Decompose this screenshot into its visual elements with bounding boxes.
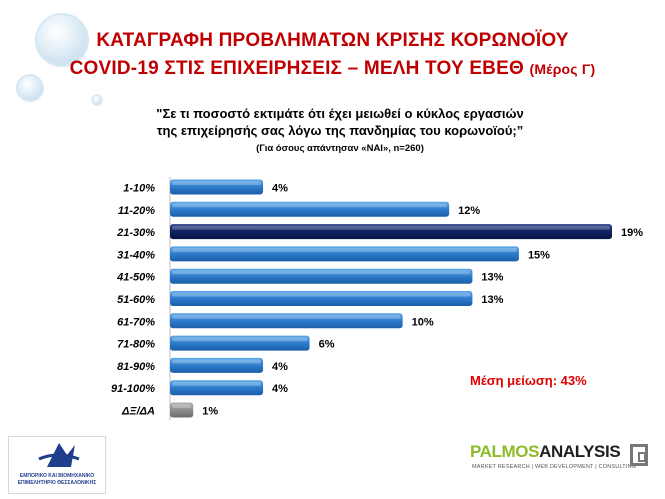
- category-label: ΔΞ/ΔΑ: [121, 406, 155, 418]
- bar-shine: [172, 337, 308, 342]
- page-title-line2-text: COVID-19 ΣΤΙΣ ΕΠΙΧΕΙΡΗΣΕΙΣ – ΜΕΛΗ ΤΟΥ ΕΒ…: [69, 58, 524, 79]
- category-label: 41-50%: [116, 272, 155, 284]
- page-title-part: (Μέρος Γ): [529, 61, 596, 77]
- bar-shine: [172, 225, 610, 230]
- category-label: 71-80%: [117, 339, 155, 351]
- palmos-tagline: MARKET RESEARCH | WEB DEVELOPMENT | CONS…: [472, 464, 637, 470]
- bar: [170, 357, 264, 373]
- data-label: 6%: [319, 339, 335, 351]
- palmos-square-icon: [630, 444, 648, 466]
- bar-shine: [172, 181, 262, 185]
- bar: [170, 402, 194, 418]
- category-label: 61-70%: [117, 316, 155, 328]
- question-line1: "Σε τι ποσοστό εκτιμάτε ότι έχει μειωθεί…: [156, 106, 524, 121]
- bar-shine: [172, 314, 401, 319]
- bar: [170, 335, 310, 351]
- bar-shine: [172, 203, 448, 208]
- bar: [170, 380, 264, 396]
- data-label: 10%: [412, 316, 434, 328]
- data-label: 13%: [481, 294, 503, 306]
- data-label: 13%: [481, 272, 503, 284]
- category-label: 31-40%: [117, 249, 155, 261]
- data-label: 15%: [528, 249, 550, 261]
- category-label: 81-90%: [117, 361, 155, 373]
- category-label: 1-10%: [123, 183, 155, 195]
- bar-shine: [172, 270, 471, 275]
- bar: [170, 179, 264, 195]
- palmos-brand: PALMOSANALYSIS: [470, 442, 621, 462]
- bar-shine: [172, 292, 471, 297]
- question-line2: της επιχείρησής σας λόγω της πανδημίας τ…: [156, 123, 524, 138]
- palmos-brand-part1: PALMOS: [470, 442, 540, 461]
- chamber-logo-text: ΕΜΠΟΡΙΚΟ ΚΑΙ ΒΙΟΜΗΧΑΝΙΚΟ ΕΠΙΜΕΛΗΤΗΡΙΟ ΘΕ…: [17, 473, 97, 486]
- data-label: 4%: [272, 361, 288, 373]
- data-label: 12%: [458, 205, 480, 217]
- bar: [170, 313, 403, 329]
- bar: [170, 201, 450, 217]
- data-label: 4%: [272, 183, 288, 195]
- sample-note: (Για όσους απάντησαν «ΝΑΙ», n=260): [256, 143, 424, 154]
- decorative-bubbles: [16, 13, 103, 106]
- page-title-line1: ΚΑΤΑΓΡΑΦΗ ΠΡΟΒΛΗΜΑΤΩΝ ΚΡΙΣΗΣ ΚΟΡΩΝΟΪΟΥ: [96, 30, 569, 51]
- category-label: 21-30%: [116, 227, 155, 239]
- data-label: 1%: [202, 406, 218, 418]
- bar: [170, 291, 473, 306]
- palmos-square-inner-icon: [638, 452, 646, 462]
- bar-shine: [172, 359, 262, 364]
- bar-shine: [172, 381, 262, 386]
- bars-group: 1-10% 4% 11-20% 12% 21-30% 19% 31-40% 15% 41-50%…: [111, 177, 643, 420]
- chamber-logo: ΕΜΠΟΡΙΚΟ ΚΑΙ ΒΙΟΜΗΧΑΝΙΚΟ ΕΠΙΜΕΛΗΤΗΡΙΟ ΘΕ…: [8, 436, 106, 494]
- category-label: 91-100%: [111, 383, 155, 395]
- bar: [170, 224, 612, 240]
- mean-reduction-label: Μέση μείωση: 43%: [470, 373, 587, 388]
- page-title-line2: COVID-19 ΣΤΙΣ ΕΠΙΧΕΙΡΗΣΕΙΣ – ΜΕΛΗ ΤΟΥ ΕΒ…: [0, 58, 665, 80]
- data-label: 19%: [621, 227, 643, 239]
- bar: [170, 268, 473, 284]
- bar-shine: [172, 247, 517, 252]
- bar: [170, 246, 519, 262]
- category-label: 11-20%: [118, 205, 155, 217]
- chamber-emblem-icon: [38, 443, 80, 467]
- data-label: 4%: [272, 383, 288, 395]
- palmos-analysis-logo: PALMOSANALYSIS MARKET RESEARCH | WEB DEV…: [470, 440, 660, 480]
- category-label: 51-60%: [117, 294, 155, 306]
- palmos-brand-part2: ANALYSIS: [539, 442, 621, 461]
- bar-shine: [172, 404, 192, 408]
